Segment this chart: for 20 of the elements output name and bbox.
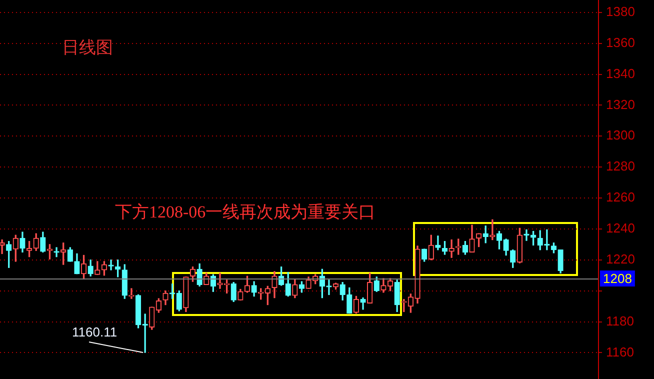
annotation: 1160.11 (72, 324, 118, 340)
candlestick (448, 239, 454, 258)
candlestick (108, 260, 114, 270)
y-tick-label: 1300 (606, 128, 635, 143)
y-tick-label: 1340 (606, 66, 635, 81)
y-tick-label: 1280 (606, 158, 635, 174)
candlestick (54, 247, 60, 258)
y-tick-label: 1240 (606, 220, 635, 236)
y-tick-label: 1220 (606, 251, 635, 266)
candlestick (435, 236, 441, 250)
ref-line-label: 1208 (603, 271, 632, 286)
y-tick-label: 1360 (606, 34, 635, 50)
y-tick-label: 1260 (606, 190, 635, 205)
y-tick-label: 1160 (606, 344, 634, 360)
y-tick-label: 1380 (606, 4, 635, 19)
y-tick-label: 1320 (606, 96, 635, 112)
text: 日线图 (62, 37, 113, 59)
annotation: 下方1208-06一线再次成为重要关口 (115, 202, 376, 222)
y-tick-label: 1180 (606, 313, 634, 328)
candlestick (326, 280, 332, 296)
